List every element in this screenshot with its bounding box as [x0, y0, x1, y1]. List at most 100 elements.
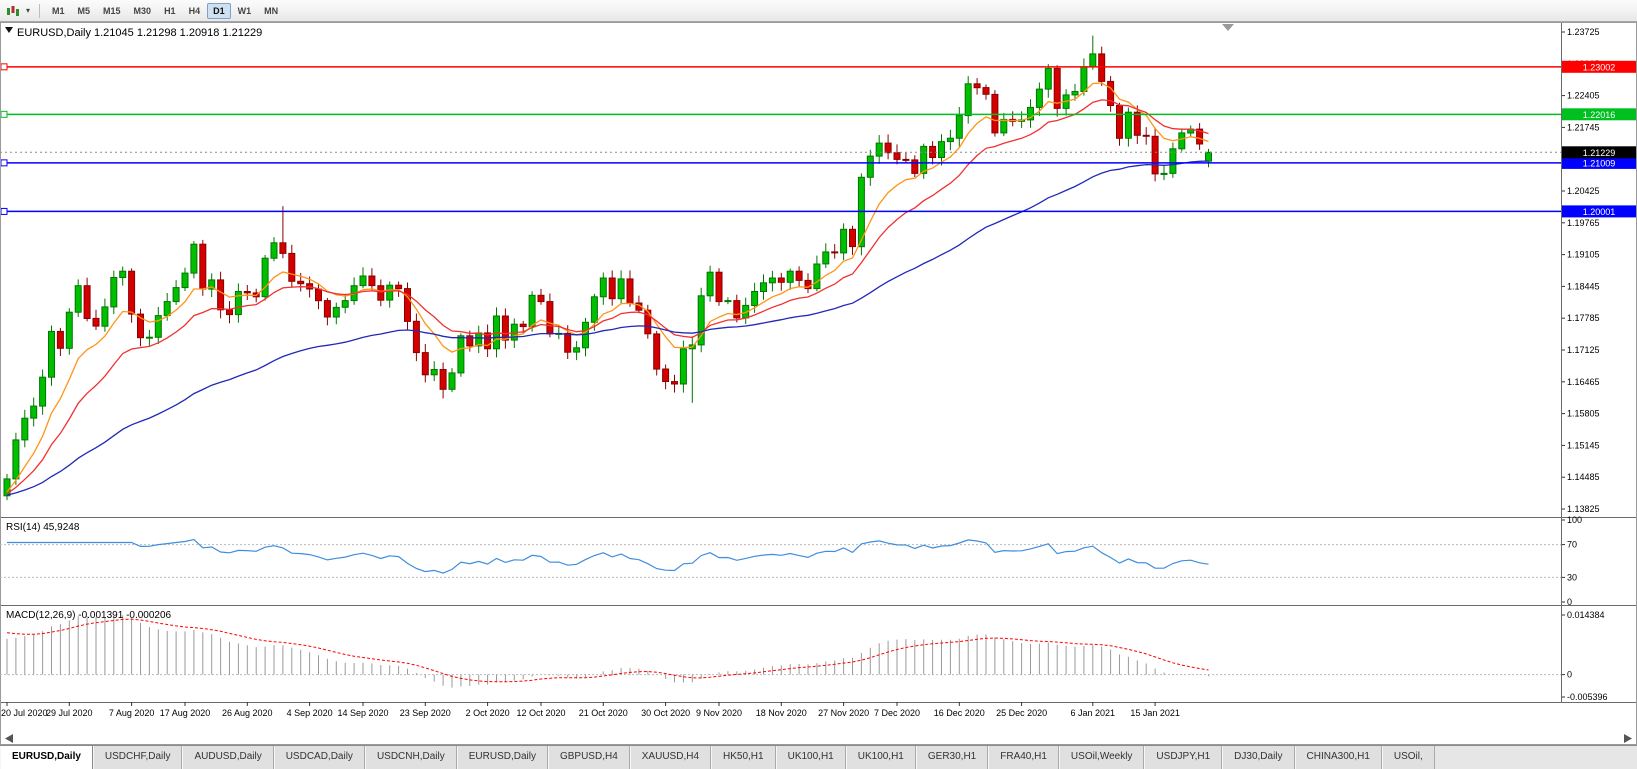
svg-text:1.14485: 1.14485 — [1567, 472, 1600, 482]
price-tag-1.20001: 1.20001 — [1562, 205, 1636, 218]
svg-text:1.20425: 1.20425 — [1567, 186, 1600, 196]
chart-tabs-bar: EURUSD,Daily USDCHF,Daily AUDUSD,Daily USDC… — [0, 745, 1637, 769]
toolbar-separator — [39, 3, 40, 18]
svg-text:16 Dec 2020: 16 Dec 2020 — [934, 708, 985, 718]
chart-tab-14[interactable]: USDJPY,H1 — [1144, 746, 1223, 769]
svg-text:4 Sep 2020: 4 Sep 2020 — [287, 708, 333, 718]
timeframe-button-m30[interactable]: M30 — [133, 5, 152, 16]
chart-tab-13[interactable]: USOil,Weekly — [1058, 746, 1145, 769]
chart-type-icon[interactable] — [4, 3, 22, 19]
chart-type-dropdown-caret[interactable]: ▾ — [25, 6, 30, 15]
svg-text:15 Jan 2021: 15 Jan 2021 — [1130, 708, 1180, 718]
timeframe-button-m5[interactable]: M5 — [77, 5, 91, 16]
svg-text:100: 100 — [1567, 515, 1582, 525]
moving-averages — [6, 82, 1209, 496]
svg-text:1.22016: 1.22016 — [1583, 110, 1616, 120]
price-tag-1.21009: 1.21009 — [1562, 156, 1636, 169]
chart-tab-3[interactable]: USDCAD,Daily — [273, 746, 365, 769]
svg-text:1.21229: 1.21229 — [1583, 148, 1616, 158]
svg-text:1.13825: 1.13825 — [1567, 504, 1600, 514]
hline-handle[interactable] — [0, 207, 8, 215]
timeframe-button-h1[interactable]: H1 — [164, 5, 176, 16]
svg-text:1.16465: 1.16465 — [1567, 377, 1600, 387]
svg-text:9 Nov 2020: 9 Nov 2020 — [696, 708, 742, 718]
chart-tab-9[interactable]: UK100,H1 — [775, 746, 846, 769]
timeframe-button-h4[interactable]: H4 — [188, 5, 201, 16]
svg-text:12 Oct 2020: 12 Oct 2020 — [516, 708, 565, 718]
timeframe-button-group: M1 M5 M15 M30 H1 H4 D1 W1 MN — [46, 2, 284, 19]
macd-histogram — [6, 615, 1209, 688]
panel-frames — [0, 22, 1637, 745]
svg-text:1.20001: 1.20001 — [1583, 207, 1616, 217]
svg-text:1.17785: 1.17785 — [1567, 313, 1600, 323]
svg-text:0: 0 — [1567, 597, 1572, 607]
chart-tab-7[interactable]: XAUUSD,H4 — [629, 746, 712, 769]
svg-text:29 Jul 2020: 29 Jul 2020 — [46, 708, 93, 718]
chart-tab-11[interactable]: GER30,H1 — [915, 746, 989, 769]
chart-canvas[interactable]: 1.237251.230651.224051.217451.210851.204… — [0, 22, 1637, 745]
chart-tab-5[interactable]: EURUSD,Daily — [456, 746, 548, 769]
svg-text:1.18445: 1.18445 — [1567, 281, 1600, 291]
chart-tab-0[interactable]: EURUSD,Daily — [0, 746, 93, 769]
chart-title-text: EURUSD,Daily 1.21045 1.21298 1.20918 1.2… — [17, 27, 262, 39]
svg-text:25 Dec 2020: 25 Dec 2020 — [996, 708, 1047, 718]
svg-text:23 Sep 2020: 23 Sep 2020 — [400, 708, 451, 718]
scrollbar-right-arrow-icon[interactable] — [1624, 734, 1632, 743]
price-tag-1.22016: 1.22016 — [1562, 108, 1636, 121]
svg-text:30: 30 — [1567, 572, 1577, 582]
chart-tab-8[interactable]: HK50,H1 — [711, 746, 776, 769]
svg-text:14 Sep 2020: 14 Sep 2020 — [337, 708, 388, 718]
chart-title: EURUSD,Daily 1.21045 1.21298 1.20918 1.2… — [5, 27, 262, 39]
svg-text:2 Oct 2020: 2 Oct 2020 — [466, 708, 510, 718]
chart-tab-10[interactable]: UK100,H1 — [845, 746, 916, 769]
timeframe-button-d1[interactable]: D1 — [207, 2, 231, 19]
ma-8-line — [6, 82, 1209, 493]
chart-tab-17[interactable]: USOil, — [1381, 746, 1435, 769]
price-axis: 1.237251.230651.224051.217451.210851.204… — [1562, 27, 1600, 514]
hline-handle[interactable] — [0, 63, 8, 71]
svg-text:17 Aug 2020: 17 Aug 2020 — [160, 708, 211, 718]
chart-tab-15[interactable]: DJ30,Daily — [1222, 746, 1295, 769]
hline-handle[interactable] — [0, 110, 8, 118]
timeframe-button-w1[interactable]: W1 — [237, 5, 252, 16]
svg-text:1.21745: 1.21745 — [1567, 122, 1600, 132]
price-tag-1.21229: 1.21229 — [1562, 146, 1636, 159]
chart-tab-6[interactable]: GBPUSD,H4 — [547, 746, 630, 769]
svg-text:1.17125: 1.17125 — [1567, 345, 1600, 355]
svg-text:-0.005396: -0.005396 — [1567, 692, 1608, 702]
chart-tab-1[interactable]: USDCHF,Daily — [92, 746, 183, 769]
price-tag-1.23002: 1.23002 — [1562, 60, 1636, 73]
svg-text:1.19105: 1.19105 — [1567, 250, 1600, 260]
macd-panel: 0.014384 0 -0.005396 MACD(12,26,9) -0.00139… — [0, 610, 1608, 702]
chart-tab-16[interactable]: CHINA300,H1 — [1294, 746, 1382, 769]
svg-text:26 Aug 2020: 26 Aug 2020 — [222, 708, 273, 718]
top-toolbar: ▾ M1 M5 M15 M30 H1 H4 D1 W1 MN — [0, 0, 1637, 22]
chart-background — [0, 22, 1637, 745]
svg-text:27 Nov 2020: 27 Nov 2020 — [818, 708, 869, 718]
svg-text:30 Oct 2020: 30 Oct 2020 — [641, 708, 690, 718]
svg-text:1.15145: 1.15145 — [1567, 440, 1600, 450]
symbol-marker-icon — [5, 27, 13, 33]
hline-handle[interactable] — [0, 159, 8, 167]
timeframe-button-m1[interactable]: M1 — [52, 5, 65, 16]
chart-tab-2[interactable]: AUDUSD,Daily — [182, 746, 274, 769]
svg-text:1.21009: 1.21009 — [1583, 158, 1616, 168]
chart-shift-marker-icon[interactable] — [1222, 24, 1234, 31]
chart-tab-4[interactable]: USDCNH,Daily — [364, 746, 457, 769]
svg-text:6 Jan 2021: 6 Jan 2021 — [1071, 708, 1116, 718]
chart-tab-12[interactable]: FRA40,H1 — [988, 746, 1059, 769]
svg-text:1.15805: 1.15805 — [1567, 409, 1600, 419]
svg-text:7 Dec 2020: 7 Dec 2020 — [874, 708, 920, 718]
timeframe-button-m15[interactable]: M15 — [103, 5, 121, 16]
svg-text:1.23002: 1.23002 — [1583, 62, 1616, 72]
svg-text:0: 0 — [1567, 670, 1572, 680]
svg-text:1.19765: 1.19765 — [1567, 218, 1600, 228]
rsi-panel: 100 70 30 0 RSI(14) 45,9248 — [0, 515, 1582, 607]
svg-text:1.22405: 1.22405 — [1567, 91, 1600, 101]
chart-window: 1.237251.230651.224051.217451.210851.204… — [0, 22, 1637, 745]
timeframe-button-mn[interactable]: MN — [264, 5, 279, 16]
macd-label: MACD(12,26,9) -0.001391 -0.000206 — [6, 610, 172, 621]
chart-type-icon-glyph — [7, 5, 19, 16]
svg-text:70: 70 — [1567, 540, 1577, 550]
scrollbar-left-arrow-icon[interactable] — [5, 734, 13, 743]
